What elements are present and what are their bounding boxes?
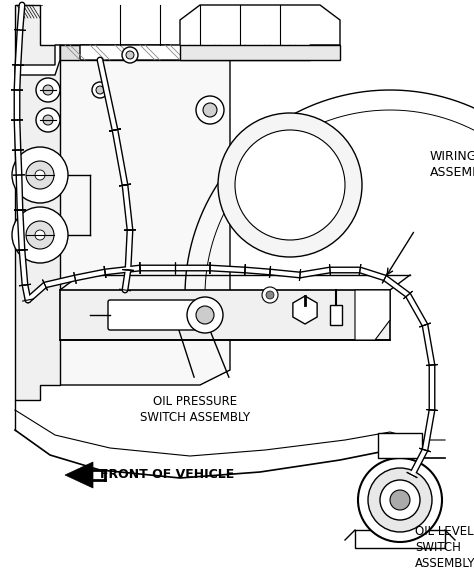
Circle shape xyxy=(266,291,274,299)
Polygon shape xyxy=(355,290,390,340)
Circle shape xyxy=(368,468,432,532)
Circle shape xyxy=(122,47,138,63)
Circle shape xyxy=(92,82,108,98)
Circle shape xyxy=(262,287,278,303)
Circle shape xyxy=(96,86,104,94)
Bar xyxy=(330,305,342,325)
Polygon shape xyxy=(65,462,93,488)
Text: OIL PRESSURE
SWITCH ASSEMBLY: OIL PRESSURE SWITCH ASSEMBLY xyxy=(140,395,250,424)
Circle shape xyxy=(126,51,134,59)
Circle shape xyxy=(43,85,53,95)
Bar xyxy=(180,45,340,60)
Circle shape xyxy=(12,147,68,203)
Circle shape xyxy=(12,207,68,263)
Circle shape xyxy=(43,115,53,125)
Circle shape xyxy=(218,113,362,257)
Circle shape xyxy=(358,458,442,542)
Polygon shape xyxy=(60,45,310,60)
Polygon shape xyxy=(293,296,317,324)
Bar xyxy=(60,290,390,340)
Circle shape xyxy=(35,170,45,180)
Circle shape xyxy=(380,480,420,520)
Bar xyxy=(378,433,422,458)
Circle shape xyxy=(187,297,223,333)
Circle shape xyxy=(203,103,217,117)
Polygon shape xyxy=(80,5,340,60)
Circle shape xyxy=(196,306,214,324)
Polygon shape xyxy=(15,5,60,400)
FancyBboxPatch shape xyxy=(108,300,202,330)
Polygon shape xyxy=(60,45,230,385)
Polygon shape xyxy=(15,45,60,75)
Text: WIRING
ASSEMBLY: WIRING ASSEMBLY xyxy=(430,150,474,180)
Circle shape xyxy=(26,161,54,189)
Bar xyxy=(355,530,445,548)
Circle shape xyxy=(36,108,60,132)
Circle shape xyxy=(26,221,54,249)
Circle shape xyxy=(35,230,45,240)
Text: FRONT OF VEHICLE: FRONT OF VEHICLE xyxy=(100,469,234,482)
Circle shape xyxy=(390,490,410,510)
Circle shape xyxy=(235,130,345,240)
Text: OIL LEVEL
SWITCH
ASSEMBLY: OIL LEVEL SWITCH ASSEMBLY xyxy=(415,525,474,570)
Circle shape xyxy=(36,78,60,102)
Circle shape xyxy=(196,96,224,124)
